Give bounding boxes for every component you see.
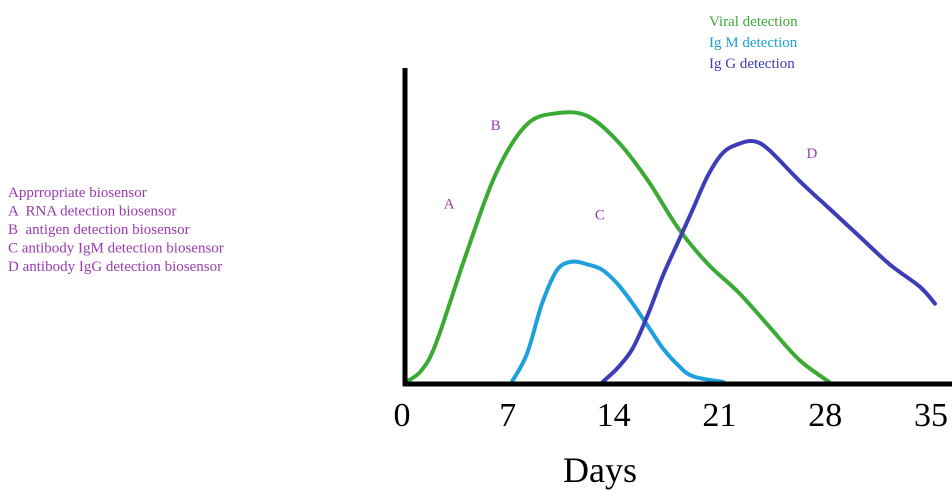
x-tick-label: 14	[597, 397, 631, 434]
x-tick-labels: 0 7 14 21 28 35	[394, 397, 949, 434]
x-axis-label: Days	[563, 450, 637, 490]
series-line-2	[509, 259, 726, 384]
curve-annotation-c: C	[595, 208, 605, 224]
note-line-1: Apprropriate biosensor	[8, 185, 147, 201]
curve-annotation-b: B	[491, 118, 501, 134]
biosensor-notes: Apprropriate biosensor A RNA detection bi…	[8, 185, 224, 275]
note-line-5: D antibody IgG detection biosensor	[8, 259, 222, 275]
x-tick-label: 35	[914, 397, 948, 434]
curve-annotations: A B C D	[444, 118, 818, 224]
x-tick-label: 7	[499, 397, 516, 434]
legend-entry-2: Ig M detection	[709, 35, 798, 51]
series-line-1	[404, 110, 832, 384]
legend-entry-1: Viral detection	[709, 14, 798, 30]
note-line-4: C antibody IgM detection biosensor	[8, 241, 224, 257]
x-tick-label: 0	[394, 397, 411, 434]
x-tick-label: 21	[702, 397, 736, 434]
curve-annotation-d: D	[807, 146, 818, 162]
note-line-3: B antigen detection biosensor	[8, 222, 190, 238]
note-line-2: A RNA detection biosensor	[8, 204, 176, 220]
legend-entry-3: Ig G detection	[709, 56, 795, 72]
axes	[402, 68, 952, 387]
x-tick-label: 28	[808, 397, 842, 434]
legend: Viral detection Ig M detection Ig G detect…	[709, 14, 798, 72]
series-curves	[404, 110, 937, 384]
series-line-3	[600, 138, 937, 384]
curve-annotation-a: A	[444, 196, 455, 212]
